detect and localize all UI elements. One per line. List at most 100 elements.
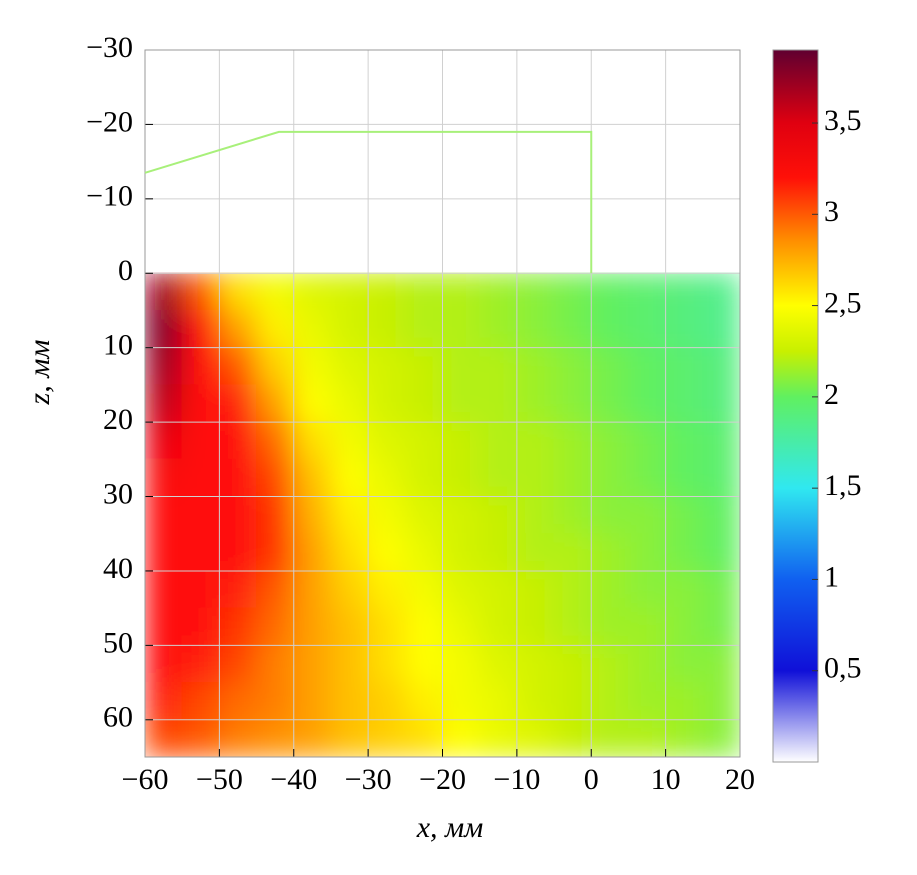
- cell: [627, 607, 667, 646]
- cell: [367, 570, 406, 609]
- y-tick-label: −20: [86, 105, 133, 138]
- cell: [145, 272, 183, 311]
- cell: [702, 384, 740, 423]
- cell: [145, 570, 183, 609]
- cell: [218, 533, 258, 572]
- cell: [627, 570, 667, 609]
- cell: [590, 309, 629, 349]
- cell: [367, 384, 406, 423]
- cell: [590, 458, 629, 498]
- cell: [330, 272, 369, 311]
- cell: [516, 607, 555, 646]
- cell: [479, 719, 518, 757]
- cell: [590, 421, 629, 460]
- cell: [590, 272, 629, 311]
- y-tick-label: −10: [86, 180, 133, 213]
- cell: [181, 496, 220, 535]
- cell: [553, 570, 592, 609]
- cell: [442, 533, 481, 572]
- outline: [144, 130, 593, 274]
- y-tick-label: 20: [103, 403, 133, 436]
- cell: [404, 421, 443, 460]
- cell: [516, 719, 555, 757]
- cell: [293, 607, 332, 646]
- y-tick-label: 0: [118, 254, 133, 287]
- cell: [665, 347, 704, 386]
- y-tick-label: 50: [103, 626, 133, 659]
- cell: [516, 347, 555, 386]
- cell: [590, 607, 629, 646]
- cell: [330, 458, 369, 498]
- colorbar: [772, 49, 819, 763]
- cell: [256, 458, 295, 498]
- cell: [665, 607, 704, 646]
- cell: [218, 496, 258, 535]
- field: [145, 272, 740, 757]
- cell: [181, 272, 220, 311]
- cell: [665, 682, 704, 721]
- cell: [665, 719, 704, 757]
- cell: [442, 421, 481, 460]
- cell: [330, 309, 369, 349]
- cell: [367, 607, 406, 646]
- cell: [702, 607, 740, 646]
- cell: [218, 570, 258, 609]
- cell: [442, 384, 481, 423]
- cell: [145, 644, 183, 684]
- cell: [627, 347, 667, 386]
- cell: [367, 644, 406, 684]
- x-tick-label: 10: [651, 763, 681, 796]
- cell: [404, 644, 443, 684]
- cell: [442, 309, 481, 349]
- cell: [293, 719, 332, 757]
- cell: [330, 682, 369, 721]
- cell: [479, 384, 518, 423]
- cell: [293, 570, 332, 609]
- cell: [516, 458, 555, 498]
- cell: [442, 607, 481, 646]
- cell: [330, 421, 369, 460]
- x-tick-label: −10: [493, 763, 540, 796]
- cell: [553, 272, 592, 311]
- cell: [218, 607, 258, 646]
- cell: [218, 719, 258, 757]
- cell: [627, 719, 667, 757]
- cell: [181, 421, 220, 460]
- plot-frame: [144, 49, 741, 758]
- cell: [553, 682, 592, 721]
- x-tick-label: −50: [196, 763, 243, 796]
- cell: [145, 719, 183, 757]
- cell: [218, 458, 258, 498]
- y-axis-label: z, мм: [23, 340, 56, 406]
- x-tick-label: −20: [419, 763, 466, 796]
- cell: [553, 309, 592, 349]
- cell: [627, 644, 667, 684]
- cell: [256, 496, 295, 535]
- y-tick-label: 60: [103, 701, 133, 734]
- cell: [665, 458, 704, 498]
- cell: [516, 384, 555, 423]
- cell: [479, 309, 518, 349]
- cell: [181, 384, 220, 423]
- cell: [627, 272, 667, 311]
- axes: −60 −50 −40 −30 −20 −10 0 10 20 −30 −20 −10 0 10 20 30 4…: [86, 31, 861, 796]
- x-tick-label: −30: [345, 763, 392, 796]
- cell: [516, 309, 555, 349]
- cell: [293, 533, 332, 572]
- cell: [145, 496, 183, 535]
- cell: [256, 570, 295, 609]
- cell: [553, 496, 592, 535]
- cell: [404, 272, 443, 311]
- cell: [330, 496, 369, 535]
- cell: [256, 347, 295, 386]
- colorbar-tick-label: 1: [824, 560, 839, 593]
- cell: [665, 309, 704, 349]
- cell: [627, 421, 667, 460]
- cell: [256, 607, 295, 646]
- cell: [293, 347, 332, 386]
- cell: [702, 719, 740, 757]
- cell: [218, 347, 258, 386]
- cell: [553, 384, 592, 423]
- cells: [145, 272, 740, 757]
- cell: [256, 644, 295, 684]
